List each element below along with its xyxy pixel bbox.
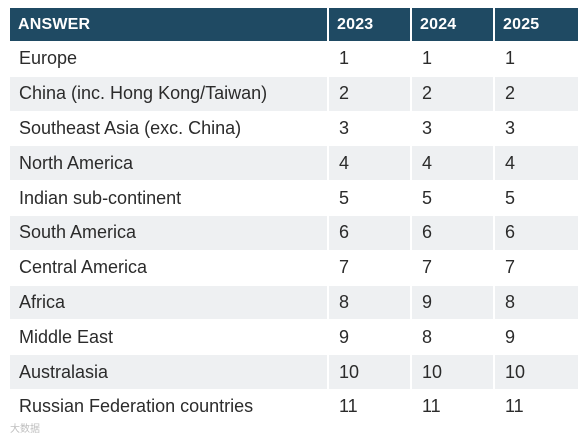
cell-2024: 6 (411, 214, 495, 251)
cell-2023: 4 (328, 145, 412, 181)
cell-2025: 7 (494, 249, 578, 286)
cell-2025: 10 (494, 354, 578, 390)
cell-answer: South America (10, 214, 329, 251)
cell-2025: 2 (494, 75, 578, 112)
cell-2024: 11 (411, 388, 495, 424)
cell-2023: 11 (328, 388, 412, 424)
cell-answer: Australasia (10, 354, 329, 390)
cell-answer: China (inc. Hong Kong/Taiwan) (10, 75, 329, 112)
cell-answer: Southeast Asia (exc. China) (10, 110, 329, 146)
cell-2023: 1 (328, 41, 412, 77)
table-row: Central America 7 7 7 (10, 249, 578, 286)
cell-answer: Africa (10, 284, 329, 320)
table-row: North America 4 4 4 (10, 145, 578, 181)
column-header-answer: ANSWER (10, 8, 329, 42)
cell-answer: Middle East (10, 319, 329, 355)
table-row: Europe 1 1 1 (10, 41, 578, 77)
table-row: Middle East 9 8 9 (10, 319, 578, 355)
cell-2024: 10 (411, 354, 495, 390)
cell-2025: 9 (494, 319, 578, 355)
header-row: ANSWER 2023 2024 2025 (10, 8, 578, 42)
cell-answer: North America (10, 145, 329, 181)
cell-2023: 3 (328, 110, 412, 146)
column-header-2024: 2024 (411, 8, 495, 42)
column-header-2023: 2023 (328, 8, 412, 42)
table-row: Australasia 10 10 10 (10, 354, 578, 390)
cell-2025: 1 (494, 41, 578, 77)
cell-2024: 7 (411, 249, 495, 286)
cell-2023: 7 (328, 249, 412, 286)
table-row: South America 6 6 6 (10, 214, 578, 251)
cell-2024: 1 (411, 41, 495, 77)
ranking-table: ANSWER 2023 2024 2025 Europe 1 1 1 China (in… (10, 8, 578, 424)
cell-2023: 8 (328, 284, 412, 320)
cell-2024: 4 (411, 145, 495, 181)
cell-answer: Central America (10, 249, 329, 286)
table-row: Indian sub-continent 5 5 5 (10, 180, 578, 216)
cell-2023: 9 (328, 319, 412, 355)
cell-answer: Russian Federation countries (10, 388, 329, 424)
cell-2023: 10 (328, 354, 412, 390)
cell-2025: 4 (494, 145, 578, 181)
cell-2025: 11 (494, 388, 578, 424)
cell-2024: 3 (411, 110, 495, 146)
table-body: Europe 1 1 1 China (inc. Hong Kong/Taiwan) 2 2… (10, 41, 578, 424)
table-row: Africa 8 9 8 (10, 284, 578, 320)
cell-2025: 5 (494, 180, 578, 216)
cell-2024: 2 (411, 75, 495, 112)
table-row: Russian Federation countries 11 11 11 (10, 388, 578, 424)
cell-2023: 2 (328, 75, 412, 112)
table-row: China (inc. Hong Kong/Taiwan) 2 2 2 (10, 75, 578, 112)
cell-2024: 5 (411, 180, 495, 216)
cell-2024: 8 (411, 319, 495, 355)
cell-2025: 3 (494, 110, 578, 146)
cell-2024: 9 (411, 284, 495, 320)
cell-2025: 8 (494, 284, 578, 320)
cell-2025: 6 (494, 214, 578, 251)
cell-answer: Europe (10, 41, 329, 77)
table-row: Southeast Asia (exc. China) 3 3 3 (10, 110, 578, 146)
cell-2023: 6 (328, 214, 412, 251)
cell-2023: 5 (328, 180, 412, 216)
table-header: ANSWER 2023 2024 2025 (10, 8, 578, 42)
cell-answer: Indian sub-continent (10, 180, 329, 216)
column-header-2025: 2025 (494, 8, 578, 42)
watermark: 大数据 (10, 424, 40, 435)
